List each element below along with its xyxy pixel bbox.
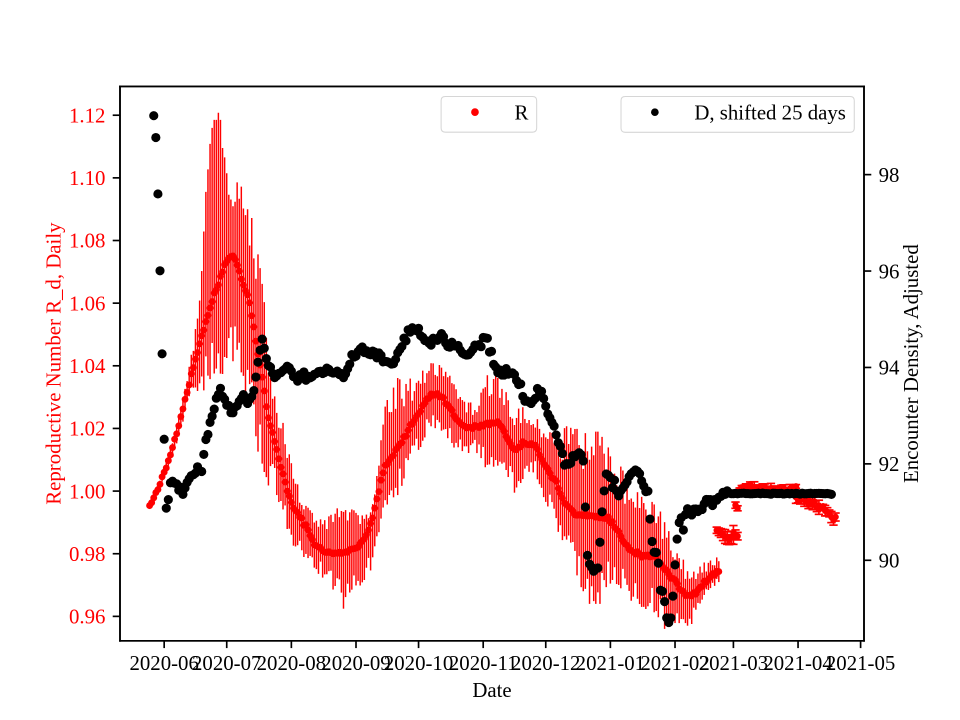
svg-text:D, shifted 25 days: D, shifted 25 days (694, 100, 846, 124)
svg-text:1.04: 1.04 (69, 354, 106, 378)
svg-text:2020-10: 2020-10 (384, 651, 453, 675)
svg-text:Reproductive Number R_d, Daily: Reproductive Number R_d, Daily (41, 222, 65, 505)
svg-text:2021-03: 2021-03 (699, 651, 768, 675)
svg-text:2021-01: 2021-01 (576, 651, 645, 675)
svg-text:2020-07: 2020-07 (192, 651, 261, 675)
svg-text:1.10: 1.10 (69, 166, 105, 190)
svg-text:96: 96 (879, 259, 900, 283)
svg-text:2020-06: 2020-06 (129, 651, 198, 675)
svg-text:92: 92 (879, 452, 900, 476)
svg-text:Encounter Density, Adjusted: Encounter Density, Adjusted (899, 244, 923, 483)
svg-text:1.12: 1.12 (69, 103, 105, 127)
svg-text:2021-02: 2021-02 (640, 651, 709, 675)
svg-text:2020-11: 2020-11 (449, 651, 518, 675)
svg-text:2021-05: 2021-05 (826, 651, 895, 675)
svg-text:90: 90 (879, 549, 900, 573)
svg-text:1.02: 1.02 (69, 417, 105, 441)
svg-text:2020-09: 2020-09 (321, 651, 390, 675)
svg-text:0.98: 0.98 (69, 542, 105, 566)
svg-text:94: 94 (879, 356, 900, 380)
svg-text:1.00: 1.00 (69, 479, 105, 503)
svg-text:Date: Date (472, 678, 511, 702)
svg-text:2020-08: 2020-08 (257, 651, 326, 675)
svg-text:1.06: 1.06 (69, 291, 105, 315)
svg-text:1.08: 1.08 (69, 229, 105, 253)
svg-text:2020-12: 2020-12 (511, 651, 580, 675)
svg-text:98: 98 (879, 163, 900, 187)
svg-text:0.96: 0.96 (69, 605, 105, 629)
svg-text:2021-04: 2021-04 (763, 651, 833, 675)
svg-text:R: R (514, 100, 528, 124)
